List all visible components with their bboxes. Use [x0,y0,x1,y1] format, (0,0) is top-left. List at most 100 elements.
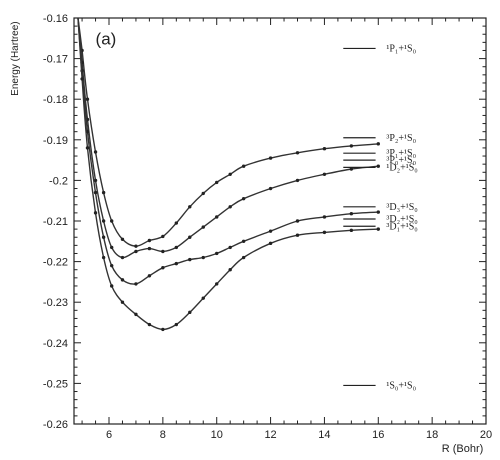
curve-3-point [228,245,232,250]
curve-2-point [147,246,152,251]
curve-4-point [201,296,205,300]
x-tick-label: 8 [160,429,166,441]
y-tick-label: -0.2 [49,175,68,187]
curve-4-point [188,310,192,315]
curve-1-point [349,144,354,148]
asymptote-label: ³D₃+¹S₀ [386,202,418,213]
curve-4-point [85,146,90,150]
asymptote-label: ¹D₂+¹S₀ [386,162,418,173]
panel-label: (a) [96,29,117,48]
asymptote-label: ³P₀+¹S₀ [386,155,416,166]
curve-3-point [268,229,273,233]
asymptote-label: ³P₂+¹S₀ [386,133,416,144]
plot-axes [73,17,487,425]
curve-2-point [161,249,165,254]
curve-1-point [188,205,192,209]
curve-4-point [268,241,273,246]
curve-4-point [174,322,179,327]
curve-1-point [228,172,232,177]
axis-ticks: 6 8 10 12 14 16 18 20 -0.16 -0.17 -0.18 -0.19 -0.2 -0… [43,13,492,441]
curve-3-point [174,261,179,266]
curve-1-point [101,190,106,195]
curve-2-point [215,215,219,219]
curve-4-point [147,322,152,327]
curve-4-point [109,284,114,288]
curve-2-point [188,235,192,239]
curve-2-point [134,249,138,254]
x-tick-label: 18 [426,429,438,441]
curve-3-point [161,265,165,270]
x-tick-label: 6 [106,429,112,441]
curve-4-point [101,255,106,260]
y-tick-label: -0.22 [43,257,68,269]
curve-2-point [228,205,232,209]
curve-1-point [268,156,273,160]
curve-3-point [101,235,106,239]
plot-frame [73,17,487,425]
curve-1-point [161,234,165,239]
curve-2-point [109,245,114,250]
curve-4-point [376,227,380,231]
asymptote-label: ³D₁+¹S₀ [386,221,418,232]
asymptote-label: ³P₁+¹S₀ [386,148,416,159]
curve-1-point [109,219,114,223]
x-tick-label: 10 [211,429,223,441]
curve-2-point [174,245,179,250]
curve-2-point [120,255,125,260]
curve-3-point [322,215,327,219]
curve-4 [77,17,379,331]
curve-2-point [241,196,246,201]
curve-1-point [85,97,90,101]
y-tick-label: -0.18 [43,94,68,106]
y-tick-label: -0.17 [43,54,68,66]
x-tick-label: 14 [318,429,330,441]
curve-4-point [134,312,138,317]
y-axis-label: Energy (Hartree) [10,21,21,95]
y-tick-label: -0.25 [43,378,68,390]
x-tick-label: 16 [372,429,384,441]
x-tick-label: 12 [264,429,276,441]
y-tick-label: -0.16 [43,13,68,25]
curve-2-point [93,178,98,183]
curve-2-point [201,225,205,229]
asymptote-label: ¹P₁+¹S₀ [386,43,416,54]
curve-3-point [120,278,125,282]
curve-4-point [215,282,219,286]
curve-1-point [322,147,327,151]
curve-3-point [201,255,205,260]
curve-2-point [268,186,273,191]
curve-4-point [120,300,125,304]
y-tick-label: -0.26 [43,419,68,431]
curve-1-point [215,180,219,185]
curve-3 [77,17,379,285]
curve-2 [77,17,379,259]
y-tick-label: -0.19 [43,135,68,147]
curve-4-point [295,233,300,237]
y-tick-label: -0.23 [43,297,68,309]
curve-1-point [295,151,300,155]
curve-2-point [349,167,354,171]
asymptote-label: ³D₂+¹S₀ [386,214,418,225]
curve-4-point [161,327,165,332]
curve-2-point [101,219,106,223]
curve-4-point [322,230,327,235]
curve-3-point [93,190,98,195]
curve-1-point [241,164,246,168]
curve-4-point [349,228,354,233]
curve-4-point [228,268,232,272]
curve-3-point [134,282,138,286]
curve-4-point [80,77,84,81]
curve-2-point [295,178,300,183]
curve-1-point [120,237,125,241]
curve-4-point [241,255,246,260]
asymptote-label: ¹S₀+¹S₀ [386,380,416,391]
curve-3-point [349,211,354,216]
curve-1-point [201,191,205,196]
curve-4-point [93,211,98,215]
curve-2-point [322,172,327,177]
curve-1-point [93,150,98,154]
curve-3-point [241,239,246,243]
y-tick-label: -0.21 [43,216,68,228]
